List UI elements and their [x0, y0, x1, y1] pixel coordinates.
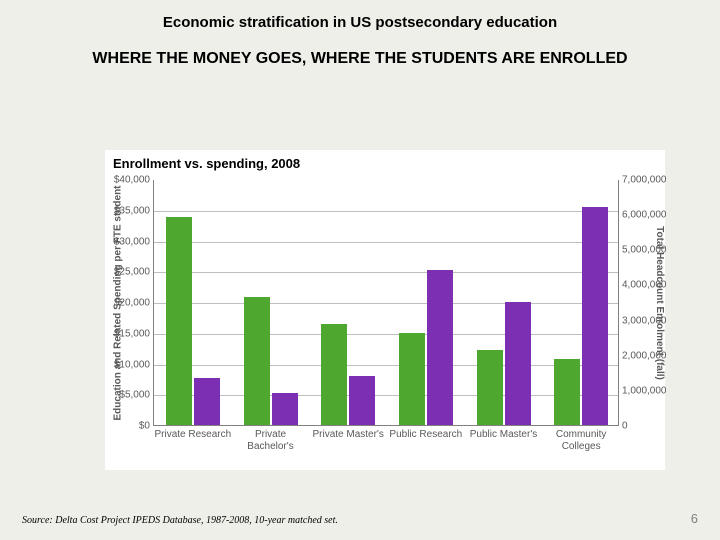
- bar-spending: [554, 359, 580, 425]
- gridline: [154, 365, 618, 366]
- slide-subtitle: WHERE THE MONEY GOES, WHERE THE STUDENTS…: [0, 31, 720, 70]
- chart-title: Enrollment vs. spending, 2008: [113, 156, 300, 171]
- bar-enrollment: [582, 207, 608, 425]
- gridline: [154, 334, 618, 335]
- bar-enrollment: [427, 270, 453, 425]
- y2-tick-label: 2,000,000: [618, 350, 667, 361]
- x-category-label: Private Bachelor's: [232, 425, 310, 452]
- bar-spending: [477, 350, 503, 425]
- y1-tick-label: $10,000: [114, 359, 154, 370]
- x-category-label: Private Master's: [309, 425, 387, 441]
- y1-tick-label: $15,000: [114, 328, 154, 339]
- bar-enrollment: [194, 378, 220, 425]
- bar-spending: [399, 333, 425, 425]
- x-category-label: Public Research: [387, 425, 465, 441]
- bar-spending: [166, 217, 192, 425]
- bar-enrollment: [349, 376, 375, 425]
- y2-tick-label: 4,000,000: [618, 280, 667, 291]
- gridline: [154, 303, 618, 304]
- y1-tick-label: $0: [139, 421, 154, 432]
- x-category-label: Public Master's: [465, 425, 543, 441]
- chart-plot-area: Education and Related Spending per FTE s…: [153, 180, 619, 426]
- slide-title: Economic stratification in US postsecond…: [0, 0, 720, 31]
- y2-tick-label: 3,000,000: [618, 315, 667, 326]
- bar-spending: [321, 324, 347, 425]
- gridline: [154, 211, 618, 212]
- y2-tick-label: 5,000,000: [618, 245, 667, 256]
- chart-container: Enrollment vs. spending, 2008 Education …: [105, 150, 665, 470]
- gridline: [154, 272, 618, 273]
- y1-tick-label: $5,000: [119, 390, 154, 401]
- y1-tick-label: $25,000: [114, 267, 154, 278]
- gridline: [154, 242, 618, 243]
- x-category-label: Community Colleges: [542, 425, 620, 452]
- bar-enrollment: [505, 302, 531, 425]
- y1-tick-label: $20,000: [114, 298, 154, 309]
- y2-tick-label: 7,000,000: [618, 175, 667, 186]
- y1-tick-label: $30,000: [114, 236, 154, 247]
- y2-tick-label: 1,000,000: [618, 385, 667, 396]
- x-category-label: Private Research: [154, 425, 232, 441]
- bar-enrollment: [272, 393, 298, 425]
- source-citation: Source: Delta Cost Project IPEDS Databas…: [22, 515, 338, 526]
- bar-spending: [244, 297, 270, 425]
- page-number: 6: [691, 511, 698, 526]
- y1-tick-label: $40,000: [114, 175, 154, 186]
- y1-tick-label: $35,000: [114, 205, 154, 216]
- y2-tick-label: 6,000,000: [618, 210, 667, 221]
- gridline: [154, 395, 618, 396]
